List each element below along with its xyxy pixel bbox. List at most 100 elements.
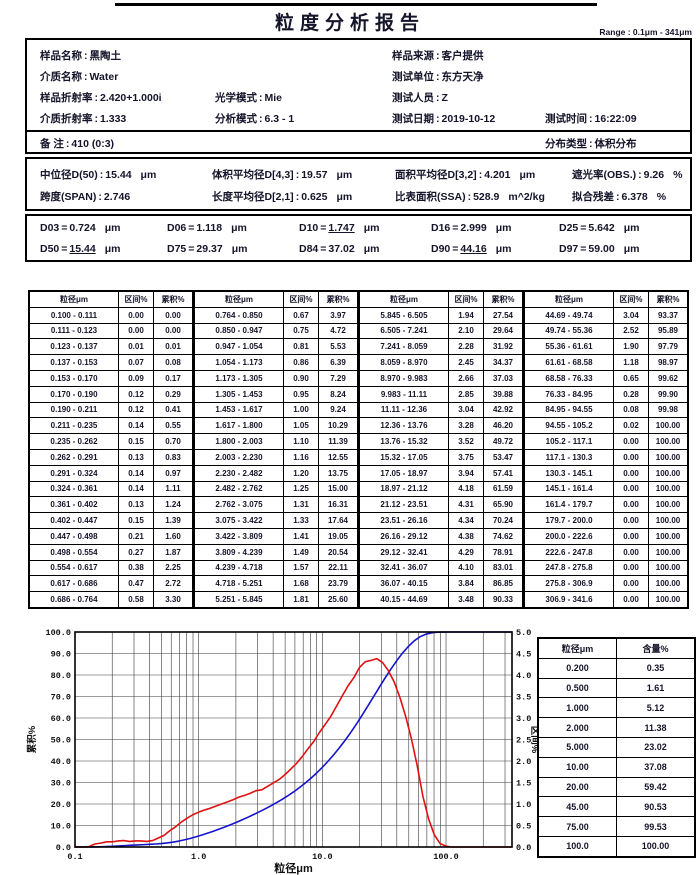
d-value-field: D97 = 59.00 μm xyxy=(559,243,639,255)
info-divider xyxy=(27,130,690,132)
stat-unit: % xyxy=(673,169,683,181)
size-range-cell: 117.1 - 130.3 xyxy=(523,448,614,466)
info-field-separator: : xyxy=(84,71,88,83)
d-value-name: D10 xyxy=(299,222,319,234)
size-range-cell: 1.453 - 1.617 xyxy=(193,401,284,419)
info-field-value: 黑陶土 xyxy=(89,50,122,62)
column-header: 区间% xyxy=(613,290,649,308)
stat-field: 拟合残差:6.378% xyxy=(572,189,666,204)
cumulative-cell: 1.24 xyxy=(153,496,194,514)
d-value-value: 1.747 xyxy=(328,222,355,234)
cumulative-cell: 100.00 xyxy=(648,433,689,450)
size-range-cell: 11.11 - 12.36 xyxy=(358,401,449,419)
stat-field: 跨度(SPAN):2.746 xyxy=(40,189,130,204)
cumulative-cell: 9.24 xyxy=(318,401,359,419)
size-range-cell: 0.850 - 0.947 xyxy=(193,322,284,340)
summary-content-cell: 99.53 xyxy=(616,816,696,837)
summary-size-cell: 2.000 xyxy=(537,717,617,738)
right-axis-tick: 0.5 xyxy=(516,821,531,831)
d-value-separator: = xyxy=(320,222,327,234)
info-field-label: 测试单位 xyxy=(392,71,434,83)
cumulative-cell: 2.72 xyxy=(153,575,194,593)
interval-cell: 2.66 xyxy=(448,369,484,387)
size-range-cell: 5.845 - 6.505 xyxy=(358,306,449,324)
stat-separator: : xyxy=(478,169,483,181)
interval-cell: 1.16 xyxy=(283,448,319,466)
table-row: 247.8 - 275.8 0.00 100.00 xyxy=(523,559,689,577)
info-field-separator: : xyxy=(259,113,263,125)
size-range-cell: 68.58 - 76.33 xyxy=(523,369,614,387)
interval-cell: 2.28 xyxy=(448,338,484,356)
interval-cell: 1.57 xyxy=(283,559,319,577)
table-row: 61.61 - 68.58 1.18 98.97 xyxy=(523,354,689,371)
interval-cell: 0.00 xyxy=(613,512,649,529)
distribution-table-group: 粒径μm 区间% 累积% 0.764 - 0.850 0.67 3.97 0.850 - 0… xyxy=(193,290,359,609)
d-value-separator: = xyxy=(320,243,327,255)
info-field-label: 样品折射率 xyxy=(40,92,93,104)
interval-cell: 0.12 xyxy=(118,401,154,419)
cumulative-cell: 11.39 xyxy=(318,433,359,450)
cumulative-cell: 19.05 xyxy=(318,527,359,545)
size-range-cell: 3.075 - 3.422 xyxy=(193,512,284,529)
table-row: 40.15 - 44.69 3.48 90.33 xyxy=(358,591,524,609)
stat-field: 体积平均径D[4,3]:19.57 μm xyxy=(212,167,352,182)
size-range-cell: 0.324 - 0.361 xyxy=(28,480,119,498)
d-value-field: D25 = 5.642 μm xyxy=(559,222,639,234)
d-value-unit: μm xyxy=(363,243,380,255)
table-row: 11.11 - 12.36 3.04 42.92 xyxy=(358,401,524,419)
stat-value: 0.625 xyxy=(301,191,328,203)
stat-field: 中位径D(50):15.44 μm xyxy=(40,167,156,182)
cumulative-cell: 23.79 xyxy=(318,575,359,593)
stat-value: 528.9 xyxy=(473,191,500,203)
summary-content-cell: 11.38 xyxy=(616,717,696,738)
size-range-cell: 0.111 - 0.123 xyxy=(28,322,119,340)
size-range-cell: 29.12 - 32.41 xyxy=(358,543,449,561)
interval-cell: 1.90 xyxy=(613,338,649,356)
d-value-separator: = xyxy=(580,222,587,234)
summary-column-header: 粒径μm xyxy=(537,637,617,659)
stat-field: 长度平均径D[2,1]:0.625 μm xyxy=(212,189,352,204)
cumulative-cell: 10.29 xyxy=(318,417,359,435)
table-row: 2.230 - 2.482 1.20 13.75 xyxy=(193,464,359,482)
interval-cell: 2.52 xyxy=(613,322,649,340)
d-value-value: 2.999 xyxy=(460,222,487,234)
interval-cell: 2.10 xyxy=(448,322,484,340)
column-header: 粒径μm xyxy=(358,290,449,308)
d-value-field: D16 = 2.999 μm xyxy=(431,222,511,234)
table-row: 94.55 - 105.2 0.02 100.00 xyxy=(523,417,689,435)
summary-content-cell: 37.08 xyxy=(616,756,696,778)
interval-cell: 0.27 xyxy=(118,543,154,561)
size-range-cell: 200.0 - 222.6 xyxy=(523,527,614,545)
size-range-cell: 18.97 - 21.12 xyxy=(358,480,449,498)
info-field: 备 注:410 (0:3) xyxy=(40,136,114,151)
interval-cell: 0.07 xyxy=(118,354,154,371)
summary-row: 100.0 100.00 xyxy=(537,835,696,858)
summary-row: 2.000 11.38 xyxy=(537,717,696,738)
interval-cell: 1.05 xyxy=(283,417,319,435)
size-range-cell: 306.9 - 341.6 xyxy=(523,591,614,609)
summary-row: 45.00 90.53 xyxy=(537,796,696,818)
table-row: 0.447 - 0.498 0.21 1.60 xyxy=(28,527,194,545)
cumulative-cell: 13.75 xyxy=(318,464,359,482)
table-row: 76.33 - 84.95 0.28 99.90 xyxy=(523,385,689,403)
interval-cell: 0.14 xyxy=(118,480,154,498)
column-header: 累积% xyxy=(318,290,359,308)
cumulative-cell: 0.00 xyxy=(153,322,194,340)
distribution-table-group: 粒径μm 区间% 累积% 0.100 - 0.111 0.00 0.00 0.111 - 0… xyxy=(28,290,194,609)
info-field-label: 分布类型 xyxy=(545,138,587,150)
table-row: 12.36 - 13.76 3.28 46.20 xyxy=(358,417,524,435)
info-field: 样品名称: 黑陶土 xyxy=(40,48,121,63)
info-field-value: Water xyxy=(89,71,119,83)
table-row: 117.1 - 130.3 0.00 100.00 xyxy=(523,448,689,466)
d-value-value: 44.16 xyxy=(460,243,487,255)
cumulative-cell: 3.30 xyxy=(153,591,194,609)
stat-unit: μm xyxy=(336,191,353,203)
cumulative-cell: 53.47 xyxy=(483,448,524,466)
cumulative-cell: 34.37 xyxy=(483,354,524,371)
size-range-cell: 2.003 - 2.230 xyxy=(193,448,284,466)
size-range-cell: 61.61 - 68.58 xyxy=(523,354,614,371)
cumulative-cell: 0.97 xyxy=(153,464,194,482)
info-field-value: Z xyxy=(441,92,448,104)
size-range-cell: 179.7 - 200.0 xyxy=(523,512,614,529)
d-value-unit: μm xyxy=(231,222,247,234)
